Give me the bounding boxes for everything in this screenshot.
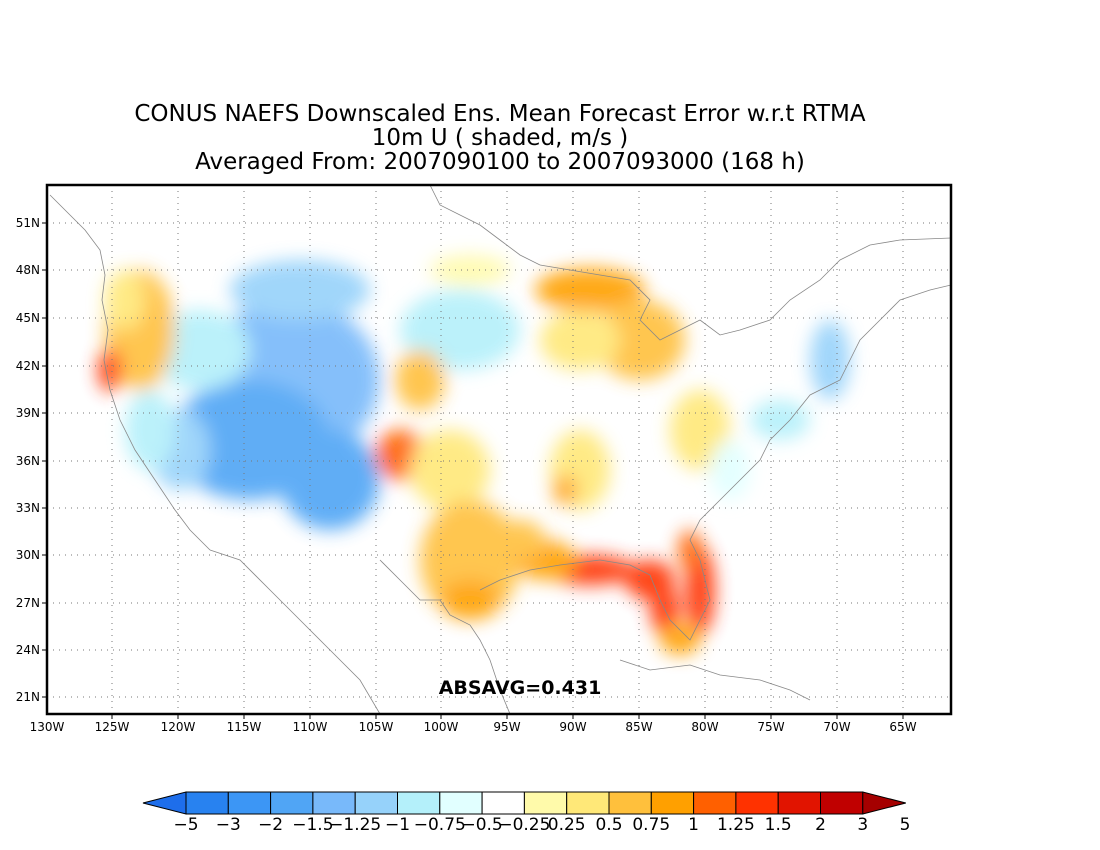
lat-label: 51N — [16, 216, 40, 230]
chart-subtitle-period: Averaged From: 2007090100 to 2007093000 … — [195, 149, 805, 175]
chart-subtitle-variable: 10m U ( shaded, m/s ) — [371, 125, 629, 151]
lat-label: 48N — [16, 263, 40, 277]
lon-label: 115W — [227, 720, 262, 734]
colorbar-label: −1.5 — [292, 815, 333, 835]
colorbar-swatch — [397, 791, 441, 815]
lon-label: 65W — [889, 720, 916, 734]
lat-label: 36N — [16, 454, 40, 468]
lon-label: 85W — [625, 720, 652, 734]
colorbar-swatch — [481, 791, 525, 815]
colorbar-label: 3 — [857, 815, 868, 835]
lon-label: 110W — [293, 720, 328, 734]
colorbar-label: 0.5 — [595, 815, 622, 835]
colorbar-label: −3 — [216, 815, 241, 835]
lat-label: 30N — [16, 548, 40, 562]
colorbar-swatch — [566, 791, 610, 815]
colorbar-arrow-high — [862, 791, 906, 815]
lon-label: 90W — [559, 720, 586, 734]
colorbar-labels: −5 −3 −2 −1.5−1.25 −1 −0.75−0.5−0.250.25 0.5 0.… — [173, 815, 910, 835]
colorbar-swatch — [650, 791, 695, 815]
colorbar-label: −1 — [385, 815, 410, 835]
absavg-annotation: ABSAVG=0.431 — [439, 677, 602, 699]
colorbar-swatch — [523, 791, 568, 815]
colorbar-swatch — [354, 791, 399, 815]
colorbar-swatch — [735, 791, 779, 815]
colorbar-label: 5 — [900, 815, 911, 835]
lon-label: 120W — [161, 720, 196, 734]
colorbar-label: 1.5 — [765, 815, 792, 835]
colorbar-swatch — [312, 791, 356, 815]
lon-label: 75W — [757, 720, 784, 734]
colorbar-label: −0.5 — [461, 815, 502, 835]
tick-marks — [42, 222, 904, 719]
colorbar-label: −0.25 — [498, 815, 550, 835]
lon-label: 105W — [359, 720, 394, 734]
shaded-field — [98, 255, 850, 655]
lat-label: 33N — [16, 501, 40, 515]
chart-title: CONUS NAEFS Downscaled Ens. Mean Forecas… — [134, 101, 866, 127]
lon-label: 130W — [30, 720, 65, 734]
lon-label: 100W — [424, 720, 459, 734]
lon-label: 80W — [691, 720, 718, 734]
lat-label: 21N — [16, 690, 40, 704]
colorbar-swatch — [777, 791, 822, 815]
colorbar-label: 1 — [688, 815, 699, 835]
lat-label: 42N — [16, 359, 40, 373]
colorbar-swatch — [608, 791, 652, 815]
colorbar-label: 0.75 — [632, 815, 670, 835]
colorbar-label: −1.25 — [329, 815, 381, 835]
colorbar-label: 1.25 — [717, 815, 755, 835]
colorbar-label: −2 — [258, 815, 283, 835]
lon-label: 95W — [493, 720, 520, 734]
map-frame — [45, 183, 953, 716]
lon-labels: 130W 125W 120W 115W 110W 105W 100W 95W 9… — [30, 720, 917, 734]
colorbar-label: 0.25 — [548, 815, 586, 835]
colorbar-swatch — [227, 791, 272, 815]
colorbar-swatch — [270, 791, 314, 815]
lat-label: 27N — [16, 596, 40, 610]
colorbar-arrow-low — [142, 791, 187, 815]
lat-labels: 51N 48N 45N 42N 39N 36N 33N 30N 27N 24N … — [16, 216, 40, 704]
colorbar-label: −5 — [173, 815, 198, 835]
coastlines — [49, 185, 951, 714]
colorbar-swatch — [185, 791, 229, 815]
lat-label: 39N — [16, 406, 40, 420]
lon-label: 70W — [823, 720, 850, 734]
colorbar-label: 2 — [815, 815, 826, 835]
colorbar-swatch — [820, 791, 864, 815]
colorbar-swatch — [693, 791, 737, 815]
graticule — [47, 185, 951, 714]
colorbar-swatch — [439, 791, 483, 815]
colorbar — [142, 791, 906, 815]
lon-label: 125W — [95, 720, 130, 734]
lat-label: 45N — [16, 311, 40, 325]
lat-label: 24N — [16, 643, 40, 657]
colorbar-label: −0.75 — [414, 815, 466, 835]
